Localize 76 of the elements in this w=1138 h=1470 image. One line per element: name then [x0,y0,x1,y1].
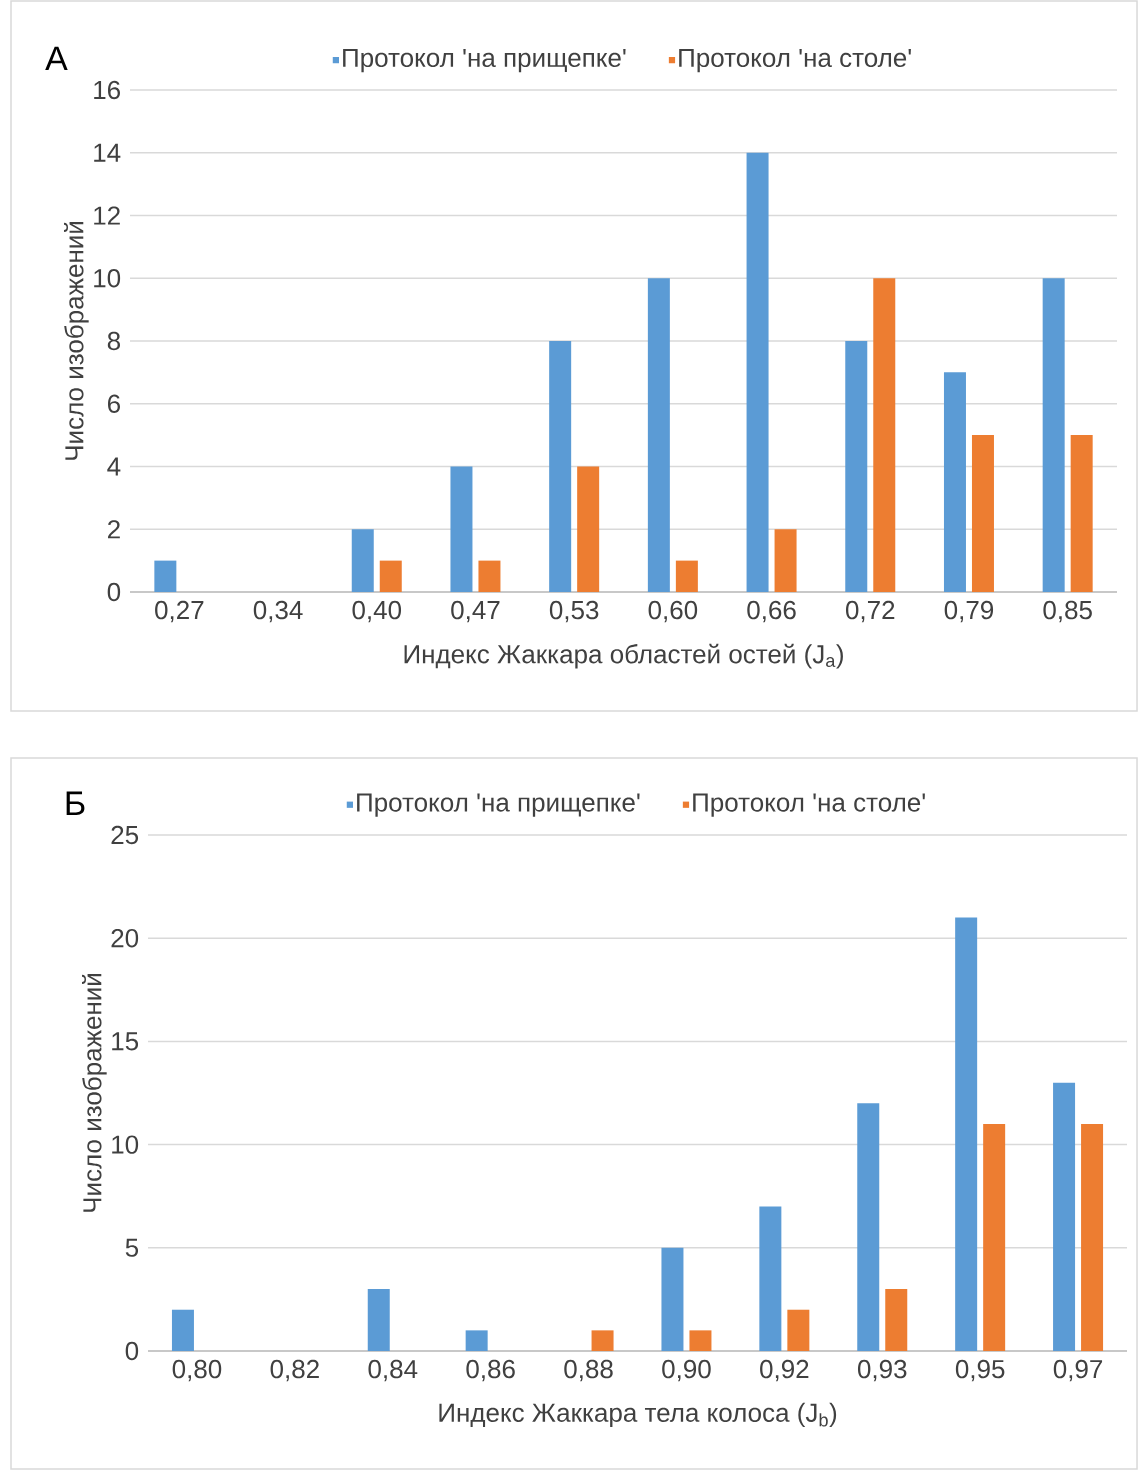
bar [379,560,402,592]
x-tick-label: 0,79 [944,600,994,623]
bar [675,560,698,592]
legend-label: Протокол 'на столе' [679,48,911,73]
x-tick-label: 0,60 [648,600,698,623]
bar [759,1206,782,1351]
bar [943,372,966,592]
x-tick-label: 0,27 [155,600,204,623]
legend-label: Протокол 'на прищепке' [357,793,640,817]
bar [1081,1123,1104,1351]
bar [577,466,600,592]
bar [1042,278,1065,592]
x-tick-label: 0,72 [845,600,895,623]
y-tick-label: 0 [107,582,121,602]
x-tick-label: 0,53 [549,600,599,623]
x-axis-title: Индекс Жаккара областей остей (J$_{a}$) [404,643,843,669]
bar [367,1289,390,1351]
x-tick-label: 0,88 [564,1359,613,1382]
y-tick-label: 15 [112,1032,139,1051]
y-tick-label: 2 [107,520,120,539]
x-tick-label: 0,85 [1043,600,1092,623]
x-tick-label: 0,97 [1053,1359,1103,1382]
x-tick-label: 0,47 [451,600,500,623]
bar [983,1123,1006,1351]
bar [845,340,868,592]
y-tick-label: 4 [107,457,121,476]
legend-label: Протокол 'на прищепке' [343,48,626,73]
bar [885,1289,908,1351]
bar [171,1309,194,1351]
bar [154,560,177,592]
bar [465,1330,488,1351]
bar [549,340,572,592]
y-tick-label: 14 [94,143,121,162]
bar [746,152,769,592]
x-tick-label: 0,95 [955,1359,1005,1382]
x-tick-label: 0,92 [760,1359,809,1382]
bar [873,278,896,592]
y-tick-label: 12 [94,206,120,225]
bar [661,1247,684,1351]
x-tick-label: 0,34 [253,600,303,623]
bar [647,278,670,592]
y-tick-label: 10 [94,269,121,288]
y-tick-label: 0 [125,1341,139,1361]
x-tick-label: 0,86 [466,1359,515,1382]
x-axis-title: Индекс Жаккара тела колоса (J$_{b}$) [439,1402,837,1428]
x-tick-label: 0,66 [747,600,796,623]
bar [955,917,978,1351]
x-tick-label: 0,84 [368,1359,418,1382]
bar [591,1330,614,1351]
bar [857,1103,880,1351]
x-tick-label: 0,82 [270,1359,319,1382]
bar [787,1309,810,1351]
bar [351,529,374,592]
y-tick-label: 25 [111,825,139,845]
bar [478,560,501,592]
bar [450,466,473,592]
bar [971,435,994,592]
chart-title: А [45,46,68,71]
x-tick-label: 0,80 [172,1359,222,1382]
legend-label: Протокол 'на столе' [693,793,925,817]
y-tick-label: 8 [107,331,120,351]
chart-title: Б [66,791,85,815]
y-tick-label: 20 [111,928,139,948]
bar [1070,435,1093,592]
bar [689,1330,712,1351]
bar [774,529,797,592]
y-tick-label: 6 [108,394,120,413]
y-tick-label: 16 [94,80,120,100]
bar [1053,1082,1076,1351]
y-tick-label: 5 [125,1238,139,1257]
y-tick-label: 10 [112,1135,139,1154]
x-tick-label: 0,90 [662,1359,711,1382]
y-axis-title: Число изображений [81,973,107,1212]
x-tick-label: 0,93 [857,1359,907,1382]
y-axis-title: Число изображений [63,221,89,460]
x-tick-label: 0,40 [352,600,402,623]
